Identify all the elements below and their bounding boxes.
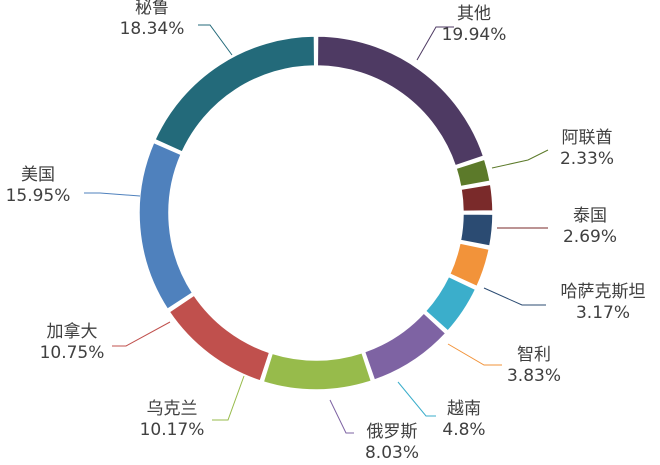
leader-line-1 <box>491 149 549 169</box>
leader-line-3 <box>483 287 546 306</box>
leader-line-9 <box>84 192 141 197</box>
leader-line-7 <box>212 375 245 421</box>
slice-7 <box>262 351 373 391</box>
donut-slices <box>138 35 494 391</box>
slice-label-name-8: 加拿大 <box>47 321 98 342</box>
slice-label-value-6: 8.03% <box>365 443 419 463</box>
slice-label-name-2: 泰国 <box>573 206 607 226</box>
slice-label-value-2: 2.69% <box>563 227 617 247</box>
slice-label-name-5: 越南 <box>447 399 481 419</box>
slice-label-name-3: 哈萨克斯坦 <box>561 282 646 302</box>
slice-3 <box>459 213 494 247</box>
leader-lines <box>84 24 549 434</box>
leader-line-4 <box>447 343 502 366</box>
leader-line-8 <box>112 321 171 347</box>
slice-0 <box>316 35 485 167</box>
slice-label-value-10: 18.34% <box>120 19 185 39</box>
slice-label-name-1: 阿联酋 <box>562 128 613 148</box>
slice-label-name-7: 乌克兰 <box>147 399 198 419</box>
slice-1 <box>455 158 492 188</box>
slice-label-name-0: 其他 <box>457 4 491 24</box>
leader-line-10 <box>198 24 233 56</box>
slice-label-value-9: 15.95% <box>6 186 71 206</box>
slice-9 <box>138 141 194 311</box>
leader-line-0 <box>416 26 454 61</box>
slice-label-value-5: 4.8% <box>442 420 485 440</box>
slice-label-value-3: 3.17% <box>576 303 630 323</box>
slice-5 <box>424 275 477 333</box>
slice-label-value-8: 10.75% <box>40 343 105 363</box>
slice-label-name-6: 俄罗斯 <box>367 422 418 442</box>
slice-label-name-10: 秘鲁 <box>135 0 169 18</box>
slice-2 <box>460 183 494 213</box>
slice-label-name-4: 智利 <box>517 345 551 365</box>
slice-label-name-9: 美国 <box>21 165 55 185</box>
slice-label-value-0: 19.94% <box>442 25 507 45</box>
slice-4 <box>448 242 491 288</box>
slice-label-value-4: 3.83% <box>507 366 561 386</box>
slice-8 <box>168 294 271 382</box>
slice-6 <box>363 311 447 382</box>
slice-label-value-1: 2.33% <box>560 149 614 169</box>
leader-line-6 <box>329 399 354 434</box>
slice-10 <box>153 35 316 154</box>
slice-label-value-7: 10.17% <box>140 420 205 440</box>
leader-line-5 <box>397 381 436 417</box>
